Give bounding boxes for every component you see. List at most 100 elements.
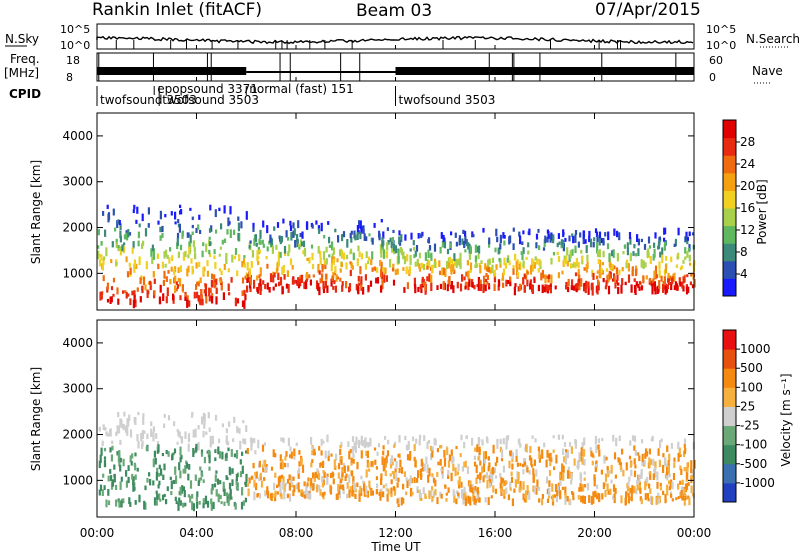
heatmap-cell	[502, 268, 506, 276]
heatmap-cell	[339, 449, 342, 456]
heatmap-cell	[489, 269, 492, 273]
heatmap-cell	[170, 480, 173, 490]
heatmap-cell	[211, 273, 214, 279]
heatmap-cell	[449, 242, 452, 249]
nave-tick-bottom: 0	[709, 71, 716, 84]
heatmap-cell	[129, 429, 133, 438]
heatmap-cell	[294, 279, 297, 284]
heatmap-cell	[258, 283, 261, 291]
heatmap-cell	[360, 435, 363, 443]
heatmap-cell	[527, 242, 530, 248]
heatmap-cell	[664, 498, 667, 504]
heatmap-cell	[530, 264, 533, 272]
heatmap-cell	[634, 268, 638, 277]
heatmap-cell	[663, 242, 666, 251]
nsearch-tick-top: 10^5	[706, 23, 736, 36]
heatmap-cell	[197, 282, 200, 287]
heatmap-cell	[459, 252, 462, 262]
heatmap-cell	[101, 489, 104, 496]
y-tick-label: 2000	[62, 221, 93, 235]
heatmap-cell	[337, 463, 341, 470]
heatmap-cell	[534, 438, 537, 443]
heatmap-cell	[402, 267, 405, 271]
heatmap-cell	[427, 474, 430, 483]
heatmap-cell	[112, 208, 115, 216]
heatmap-cell	[320, 450, 323, 456]
heatmap-cell	[343, 252, 346, 260]
heatmap-cell	[595, 445, 598, 453]
heatmap-cell	[512, 265, 515, 269]
colorbar-swatch	[723, 330, 736, 350]
heatmap-cell	[319, 489, 322, 496]
heatmap-cell	[223, 488, 226, 496]
heatmap-cell	[627, 481, 630, 489]
heatmap-cell	[192, 448, 195, 457]
heatmap-cell	[638, 474, 641, 483]
heatmap-cell	[584, 484, 587, 488]
heatmap-cell	[311, 252, 314, 261]
heatmap-cell	[292, 476, 295, 481]
heatmap-cell	[474, 260, 478, 264]
heatmap-cell	[192, 429, 195, 438]
heatmap-cell	[656, 471, 659, 481]
heatmap-cell	[535, 242, 538, 249]
heatmap-cell	[567, 278, 570, 287]
heatmap-cell	[363, 233, 366, 241]
heatmap-cell	[360, 286, 363, 291]
heatmap-cell	[658, 496, 661, 501]
heatmap-cell	[208, 287, 211, 297]
heatmap-cell	[580, 447, 583, 457]
heatmap-cell	[609, 261, 612, 268]
heatmap-cell	[360, 440, 363, 445]
heatmap-cell	[400, 497, 403, 506]
heatmap-cell	[285, 230, 288, 238]
heatmap-cell	[635, 281, 638, 287]
heatmap-cell	[648, 245, 652, 249]
heatmap-cell	[164, 263, 167, 268]
heatmap-cell	[208, 455, 211, 464]
heatmap-cell	[124, 290, 127, 294]
heatmap-cell	[457, 463, 460, 471]
heatmap-cell	[183, 490, 186, 498]
heatmap-cell	[402, 251, 405, 260]
heatmap-cell	[165, 296, 168, 304]
heatmap-cell	[322, 251, 326, 260]
heatmap-cell	[653, 248, 656, 258]
heatmap-cell	[457, 480, 460, 486]
heatmap-cell	[418, 263, 421, 269]
heatmap-cell	[143, 500, 146, 510]
heatmap-cell	[648, 448, 651, 455]
heatmap-cell	[245, 425, 248, 432]
heatmap-cell	[657, 241, 661, 249]
heatmap-cell	[614, 474, 617, 479]
heatmap-cell	[549, 462, 552, 467]
heatmap-cell	[423, 435, 426, 441]
heatmap-cell	[463, 493, 466, 500]
heatmap-cell	[506, 258, 509, 263]
heatmap-cell	[302, 240, 306, 248]
heatmap-cell	[674, 238, 677, 247]
heatmap-cell	[120, 419, 123, 429]
heatmap-cell	[184, 293, 187, 297]
heatmap-cell	[491, 264, 494, 274]
heatmap-cell	[613, 493, 616, 498]
heatmap-cell	[582, 484, 585, 492]
heatmap-cell	[424, 281, 427, 291]
heatmap-cell	[511, 463, 514, 470]
heatmap-cell	[351, 490, 354, 497]
heatmap-cell	[197, 425, 200, 430]
heatmap-cell	[474, 498, 477, 503]
heatmap-cell	[585, 280, 588, 289]
heatmap-cell	[693, 459, 696, 469]
heatmap-cell	[122, 290, 125, 294]
heatmap-cell	[448, 454, 451, 461]
freq-unit: [MHz]	[4, 66, 39, 80]
heatmap-cell	[453, 260, 456, 266]
heatmap-cell	[483, 474, 487, 478]
heatmap-cell	[474, 485, 477, 491]
heatmap-cell	[332, 286, 335, 290]
heatmap-cell	[332, 258, 335, 265]
heatmap-cell	[266, 263, 269, 269]
heatmap-cell	[497, 247, 500, 255]
heatmap-cell	[574, 234, 577, 243]
